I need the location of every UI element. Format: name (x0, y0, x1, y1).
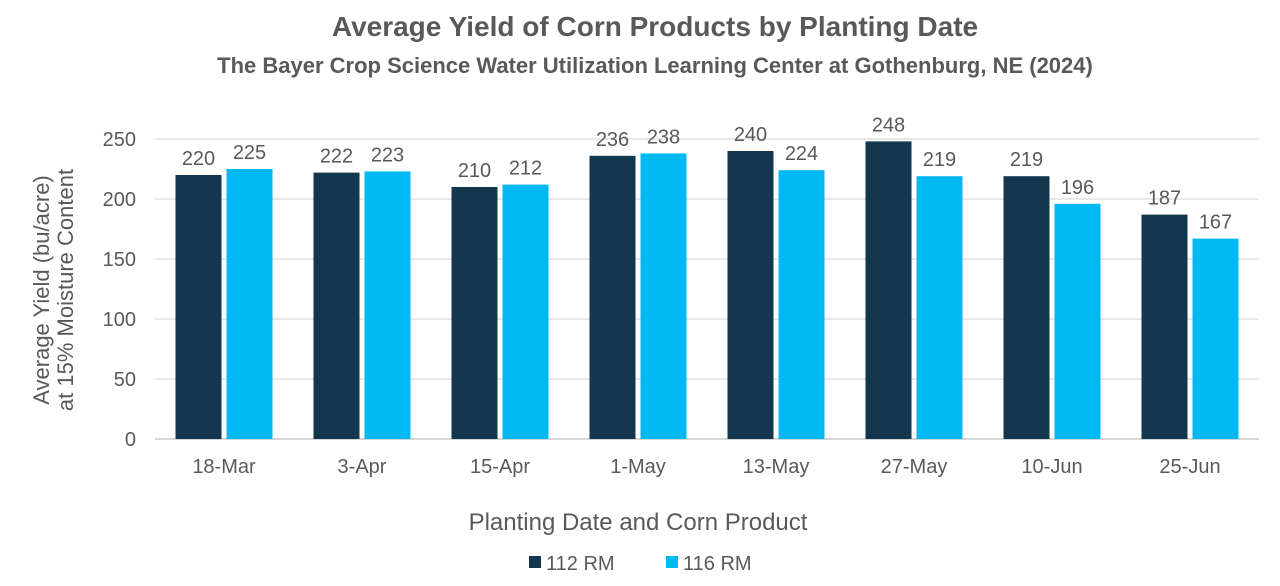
x-axis-title: Planting Date and Corn Product (469, 509, 808, 536)
data-labels: 220 225 222 223 210 212 236 238 240 224 248 219 219 1… (182, 114, 1232, 233)
data-label: 220 (182, 148, 215, 170)
y-tick-label: 200 (103, 189, 136, 211)
legend-swatch (529, 556, 541, 568)
chart-title: Average Yield of Corn Products by Planti… (332, 11, 978, 42)
bar-112-rm-15-apr (451, 187, 498, 439)
data-label: 223 (371, 144, 404, 166)
y-tick-label: 150 (103, 249, 136, 271)
bar-112-rm-10-jun (1003, 176, 1050, 439)
y-axis-title: Average Yield (bu/acre) at 15% Moisture … (29, 169, 78, 411)
bar-112-rm-27-may (865, 141, 912, 439)
chart-subtitle: The Bayer Crop Science Water Utilization… (217, 53, 1093, 78)
x-tick-label: 15-Apr (470, 456, 530, 478)
bar-116-rm-18-mar (226, 169, 273, 439)
bars (175, 141, 1239, 440)
x-tick-label: 18-Mar (192, 456, 256, 478)
legend-label: 116 RM (683, 553, 752, 575)
bar-116-rm-25-jun (1192, 238, 1239, 439)
bar-112-rm-25-jun (1141, 214, 1188, 439)
y-axis-ticks: 0 50 100 150 200 250 (103, 129, 136, 451)
data-label: 187 (1148, 188, 1181, 210)
bar-112-rm-3-apr (313, 172, 360, 439)
x-tick-label: 3-Apr (338, 456, 387, 478)
y-tick-label: 50 (114, 369, 136, 391)
legend: 112 RM 116 RM (529, 553, 752, 575)
data-label: 248 (872, 114, 905, 136)
data-label: 219 (923, 149, 956, 171)
legend-swatch (666, 556, 678, 568)
bar-116-rm-1-may (640, 153, 687, 439)
bar-112-rm-13-may (727, 151, 774, 439)
x-tick-label: 10-Jun (1021, 456, 1082, 478)
data-label: 224 (785, 143, 818, 165)
x-tick-label: 25-Jun (1159, 456, 1220, 478)
data-label: 225 (233, 142, 266, 164)
data-label: 210 (458, 160, 491, 182)
y-tick-label: 250 (103, 129, 136, 151)
bar-116-rm-27-may (916, 176, 963, 439)
y-axis-title-line1: Average Yield (bu/acre) (29, 175, 54, 405)
x-tick-label: 13-May (743, 456, 810, 478)
bar-112-rm-18-mar (175, 175, 222, 439)
data-label: 236 (596, 129, 629, 151)
bar-116-rm-15-apr (502, 184, 549, 439)
data-label: 238 (647, 126, 680, 148)
y-tick-label: 0 (125, 429, 136, 451)
data-label: 167 (1199, 212, 1232, 234)
y-tick-label: 100 (103, 309, 136, 331)
data-label: 240 (734, 124, 767, 146)
x-tick-label: 1-May (610, 456, 666, 478)
data-label: 196 (1061, 177, 1094, 199)
bar-116-rm-3-apr (364, 171, 411, 439)
bar-116-rm-10-jun (1054, 203, 1101, 439)
data-label: 212 (509, 158, 542, 180)
legend-label: 112 RM (546, 553, 615, 575)
x-axis-ticks: 18-Mar 3-Apr 15-Apr 1-May 13-May 27-May 10-Jun… (192, 456, 1220, 478)
bar-112-rm-1-may (589, 155, 636, 440)
data-label: 222 (320, 146, 353, 168)
y-axis-title-line2: at 15% Moisture Content (53, 169, 78, 411)
data-label: 219 (1010, 149, 1043, 171)
bar-116-rm-13-may (778, 170, 825, 439)
x-tick-label: 27-May (881, 456, 948, 478)
